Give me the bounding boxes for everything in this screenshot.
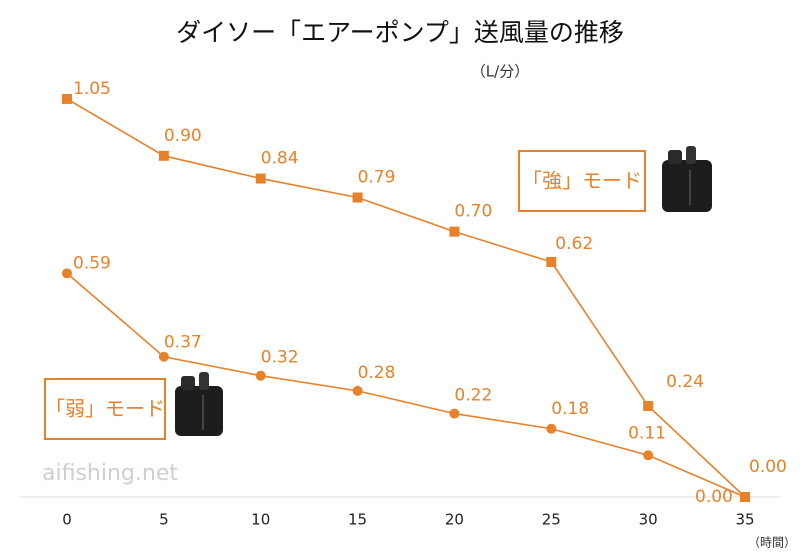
data-label: 0.18 <box>551 399 589 419</box>
marker <box>62 93 72 104</box>
data-label: 0.90 <box>164 126 202 146</box>
annotation-box <box>44 378 166 440</box>
data-label: 0.84 <box>261 149 299 169</box>
series-line <box>66 272 746 498</box>
data-label: 0.00 <box>749 457 787 477</box>
annotation-weak: 「弱」モード <box>45 397 165 421</box>
x-tick-label: 5 <box>159 511 169 529</box>
series-line <box>66 98 746 498</box>
marker <box>643 450 654 461</box>
marker <box>546 256 557 267</box>
marker <box>449 226 460 237</box>
marker <box>352 192 363 203</box>
data-label: 0.37 <box>164 333 202 353</box>
x-tick-label: 30 <box>639 511 658 529</box>
marker <box>255 370 266 381</box>
x-tick-label: 15 <box>348 511 367 529</box>
data-label: 0.32 <box>261 348 299 368</box>
data-label: 1.05 <box>73 79 111 99</box>
marker <box>546 423 557 434</box>
data-label: 0.28 <box>358 363 396 383</box>
annotation-box <box>518 150 646 212</box>
data-label: 0.70 <box>454 202 492 222</box>
data-label: 0.00 <box>695 487 733 507</box>
x-tick-label: 0 <box>62 511 72 529</box>
pump-icon <box>662 146 712 212</box>
data-label: 0.24 <box>666 372 704 392</box>
x-tick-label: 25 <box>542 511 561 529</box>
marker <box>643 401 654 412</box>
x-tick-label: 10 <box>251 511 270 529</box>
data-label: 0.62 <box>555 234 593 254</box>
marker <box>158 150 169 161</box>
annotation-strong: 「強」モード <box>522 169 642 193</box>
x-tick-label: 35 <box>735 511 754 529</box>
data-label: 0.59 <box>73 253 111 273</box>
data-label: 0.79 <box>358 168 396 188</box>
marker <box>255 173 266 184</box>
marker <box>449 408 460 419</box>
x-unit-label: （時間） <box>748 536 796 550</box>
marker <box>62 268 72 279</box>
x-tick-label: 20 <box>445 511 464 529</box>
marker <box>740 492 750 502</box>
y-unit-label: （L/分） <box>471 63 529 81</box>
data-label: 0.22 <box>454 386 492 406</box>
data-label: 0.11 <box>628 423 666 443</box>
chart-title: ダイソー「エアーポンプ」送風量の推移 <box>176 18 624 47</box>
pump-icon <box>175 372 223 436</box>
marker <box>352 385 363 396</box>
marker <box>158 351 169 362</box>
watermark: aifishing.net <box>42 461 178 486</box>
